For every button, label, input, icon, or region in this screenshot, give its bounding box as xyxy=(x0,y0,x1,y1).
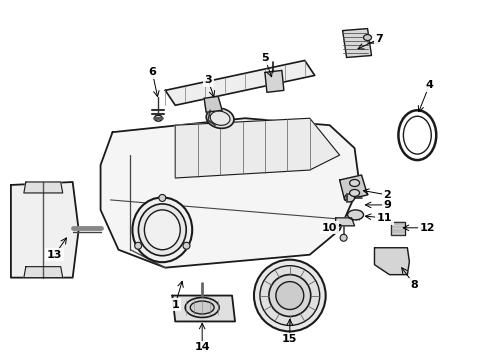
Ellipse shape xyxy=(254,260,326,332)
Polygon shape xyxy=(100,118,360,268)
Polygon shape xyxy=(343,28,371,58)
Ellipse shape xyxy=(349,180,360,186)
Ellipse shape xyxy=(403,116,431,154)
Ellipse shape xyxy=(183,242,190,249)
Ellipse shape xyxy=(185,298,219,318)
Polygon shape xyxy=(204,96,222,112)
Text: 15: 15 xyxy=(282,334,297,345)
Ellipse shape xyxy=(347,210,364,220)
Text: 13: 13 xyxy=(47,250,62,260)
Ellipse shape xyxy=(190,301,214,314)
Text: 2: 2 xyxy=(384,190,392,200)
Polygon shape xyxy=(265,71,284,92)
Polygon shape xyxy=(392,222,405,235)
Text: 4: 4 xyxy=(425,80,433,90)
Polygon shape xyxy=(336,218,355,226)
Polygon shape xyxy=(24,182,63,193)
Ellipse shape xyxy=(349,189,360,197)
Ellipse shape xyxy=(138,204,186,256)
Text: 14: 14 xyxy=(195,342,210,352)
Polygon shape xyxy=(175,118,340,178)
Polygon shape xyxy=(340,175,368,200)
Ellipse shape xyxy=(135,242,142,249)
Ellipse shape xyxy=(154,115,162,121)
Text: 8: 8 xyxy=(411,280,418,289)
Ellipse shape xyxy=(145,210,180,250)
Text: 12: 12 xyxy=(419,223,435,233)
Text: 1: 1 xyxy=(172,300,179,310)
Polygon shape xyxy=(24,267,63,278)
Ellipse shape xyxy=(159,194,166,201)
Text: 10: 10 xyxy=(322,223,337,233)
Text: 11: 11 xyxy=(377,213,392,223)
Ellipse shape xyxy=(210,111,230,125)
Ellipse shape xyxy=(260,266,319,325)
Text: 7: 7 xyxy=(376,33,383,44)
Polygon shape xyxy=(172,296,235,321)
Ellipse shape xyxy=(276,282,304,310)
Text: 9: 9 xyxy=(384,200,392,210)
Polygon shape xyxy=(374,248,409,275)
Ellipse shape xyxy=(340,234,347,241)
Polygon shape xyxy=(11,182,78,278)
Ellipse shape xyxy=(206,108,234,129)
Text: 6: 6 xyxy=(148,67,156,77)
Ellipse shape xyxy=(344,194,355,202)
Ellipse shape xyxy=(364,35,371,41)
Ellipse shape xyxy=(398,110,436,160)
Ellipse shape xyxy=(269,275,311,316)
Text: 5: 5 xyxy=(261,54,269,63)
Ellipse shape xyxy=(132,197,192,262)
Text: 3: 3 xyxy=(204,75,212,85)
Polygon shape xyxy=(165,60,315,105)
